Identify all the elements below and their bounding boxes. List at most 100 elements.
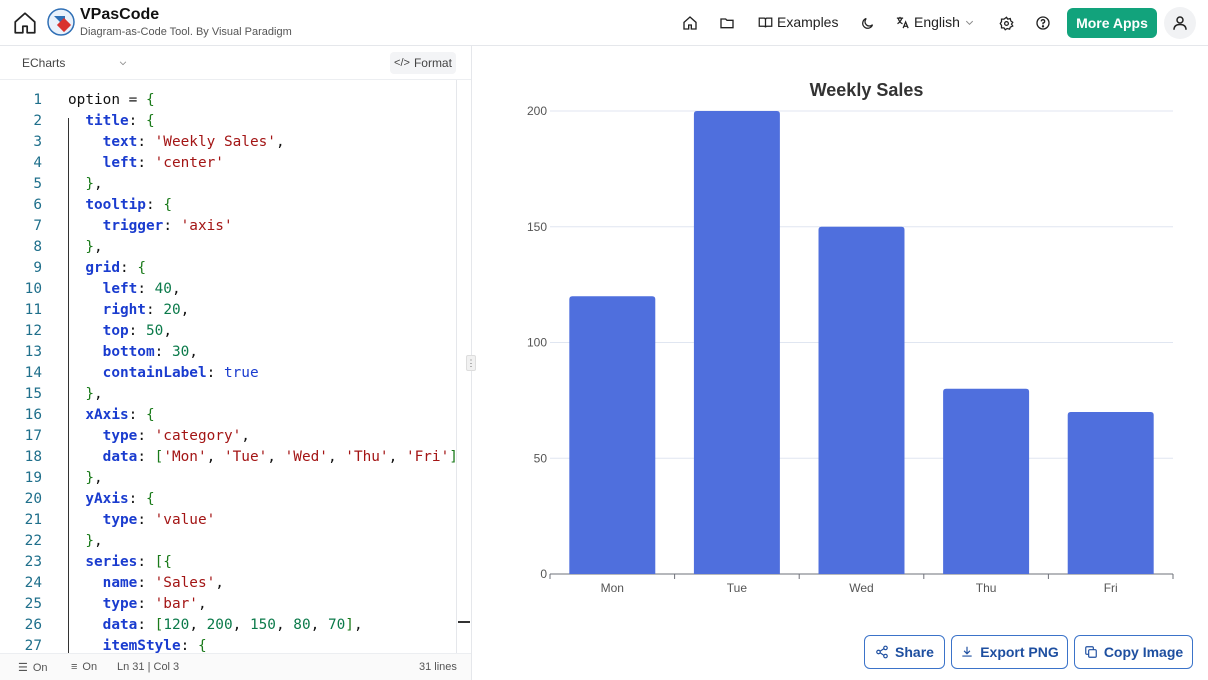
- settings-button[interactable]: [995, 12, 1017, 34]
- folder-icon: [720, 18, 734, 29]
- export-label: Export PNG: [980, 644, 1059, 660]
- code-text: grid: {: [85, 260, 146, 276]
- help-button[interactable]: [1032, 12, 1054, 34]
- code-text: data: [120, 200, 150, 80, 70],: [102, 617, 363, 633]
- copy-image-button[interactable]: Copy Image: [1074, 635, 1193, 669]
- panel-resize-handle[interactable]: ⋮: [466, 355, 476, 371]
- line-number: 25: [24, 596, 42, 612]
- line-number: 10: [24, 281, 42, 297]
- home-nav-button[interactable]: [679, 12, 701, 34]
- code-line[interactable]: 12 top: 50,: [0, 321, 458, 342]
- code-line[interactable]: 5 },: [0, 174, 458, 195]
- code-text: },: [85, 533, 103, 549]
- code-text: bottom: 30,: [102, 344, 198, 360]
- editor-scrollbar[interactable]: [456, 80, 457, 653]
- code-line[interactable]: 13 bottom: 30,: [0, 342, 458, 363]
- share-button[interactable]: Share: [864, 635, 945, 669]
- code-line[interactable]: 18 data: ['Mon', 'Tue', 'Wed', 'Thu', 'F…: [0, 447, 458, 468]
- editor-status-bar: ☰ On ≡ On Ln 31 | Col 3 31 lines: [0, 653, 471, 680]
- line-number: 23: [24, 554, 42, 570]
- code-text: containLabel: true: [102, 365, 259, 381]
- code-line[interactable]: 6 tooltip: {: [0, 195, 458, 216]
- more-apps-button[interactable]: More Apps: [1067, 8, 1157, 38]
- code-text: },: [85, 176, 103, 192]
- code-line[interactable]: 24 name: 'Sales',: [0, 573, 458, 594]
- line-number: 7: [33, 218, 42, 234]
- code-line[interactable]: 23 series: [{: [0, 552, 458, 573]
- x-tick-label: Thu: [976, 581, 997, 595]
- share-icon: [876, 645, 888, 659]
- line-wrap-toggle[interactable]: ☰ On: [18, 661, 48, 675]
- line-number: 17: [24, 428, 42, 444]
- format-button[interactable]: </> Format: [390, 52, 456, 74]
- code-text: type: 'value': [102, 512, 216, 528]
- language-select[interactable]: English: [895, 14, 975, 30]
- line-number: 3: [33, 134, 42, 150]
- code-line[interactable]: 7 trigger: 'axis': [0, 216, 458, 237]
- editor-toolbar: ECharts </> Format: [0, 46, 471, 80]
- code-text: option = {: [68, 92, 155, 108]
- x-tick-label: Wed: [849, 581, 873, 595]
- export-png-button[interactable]: Export PNG: [951, 635, 1068, 669]
- code-text: },: [85, 386, 103, 402]
- help-icon: [1036, 16, 1050, 30]
- preview-panel: Weekly Sales 0 50 100 150 200 Mon Tue Wed Thu Fri …: [473, 46, 1208, 680]
- user-avatar-button[interactable]: [1164, 7, 1196, 39]
- code-line[interactable]: 3 text: 'Weekly Sales',: [0, 132, 458, 153]
- line-number: 18: [24, 449, 42, 465]
- x-tick-label: Tue: [727, 581, 748, 595]
- dark-mode-toggle[interactable]: [856, 12, 878, 34]
- code-line[interactable]: 27 itemStyle: {: [0, 636, 458, 653]
- code-text: type: 'category',: [102, 428, 250, 444]
- chevron-down-icon: [119, 61, 127, 66]
- code-line[interactable]: 19 },: [0, 468, 458, 489]
- code-text: right: 20,: [102, 302, 190, 318]
- code-line[interactable]: 10 left: 40,: [0, 279, 458, 300]
- x-tick-label: Fri: [1104, 581, 1118, 595]
- code-editor[interactable]: 1 option = {2 title: {3 text: 'Weekly Sal…: [0, 80, 458, 653]
- line-number: 21: [24, 512, 42, 528]
- code-line[interactable]: 14 containLabel: true: [0, 363, 458, 384]
- diagram-language-select[interactable]: ECharts: [22, 56, 128, 70]
- code-line[interactable]: 8 },: [0, 237, 458, 258]
- line-number: 11: [24, 302, 42, 318]
- home-button[interactable]: [10, 8, 40, 38]
- editor-scroll-thumb[interactable]: [458, 621, 470, 623]
- app-logo[interactable]: [47, 8, 75, 36]
- chevron-down-icon: [965, 20, 973, 25]
- share-label: Share: [895, 644, 934, 660]
- code-text: left: 'center': [102, 155, 224, 171]
- line-number: 15: [24, 386, 42, 402]
- code-line[interactable]: 25 type: 'bar',: [0, 594, 458, 615]
- line-number: 12: [24, 323, 42, 339]
- code-line[interactable]: 26 data: [120, 200, 150, 80, 70],: [0, 615, 458, 636]
- code-line[interactable]: 1 option = {: [0, 90, 458, 111]
- y-tick-label: 200: [527, 104, 547, 118]
- examples-button[interactable]: Examples: [758, 14, 838, 30]
- y-tick-label: 50: [534, 451, 548, 465]
- moon-icon: [861, 17, 873, 29]
- x-tick-label: Mon: [601, 581, 624, 595]
- minimap-toggle[interactable]: ≡ On: [71, 661, 97, 673]
- code-line[interactable]: 2 title: {: [0, 111, 458, 132]
- code-text: left: 40,: [102, 281, 181, 297]
- code-line[interactable]: 16 xAxis: {: [0, 405, 458, 426]
- bar-wed: [818, 226, 905, 574]
- copy-label: Copy Image: [1103, 644, 1184, 660]
- code-line[interactable]: 21 type: 'value': [0, 510, 458, 531]
- code-text: series: [{: [85, 554, 172, 570]
- code-line[interactable]: 11 right: 20,: [0, 300, 458, 321]
- open-folder-button[interactable]: [716, 12, 738, 34]
- line-number: 5: [33, 176, 42, 192]
- code-text: top: 50,: [102, 323, 172, 339]
- home-icon: [14, 12, 36, 34]
- line-number: 2: [33, 113, 42, 129]
- code-line[interactable]: 9 grid: {: [0, 258, 458, 279]
- line-number: 6: [33, 197, 42, 213]
- diagram-language-label: ECharts: [22, 56, 66, 70]
- code-line[interactable]: 4 left: 'center': [0, 153, 458, 174]
- code-line[interactable]: 15 },: [0, 384, 458, 405]
- code-line[interactable]: 22 },: [0, 531, 458, 552]
- code-line[interactable]: 20 yAxis: {: [0, 489, 458, 510]
- code-line[interactable]: 17 type: 'category',: [0, 426, 458, 447]
